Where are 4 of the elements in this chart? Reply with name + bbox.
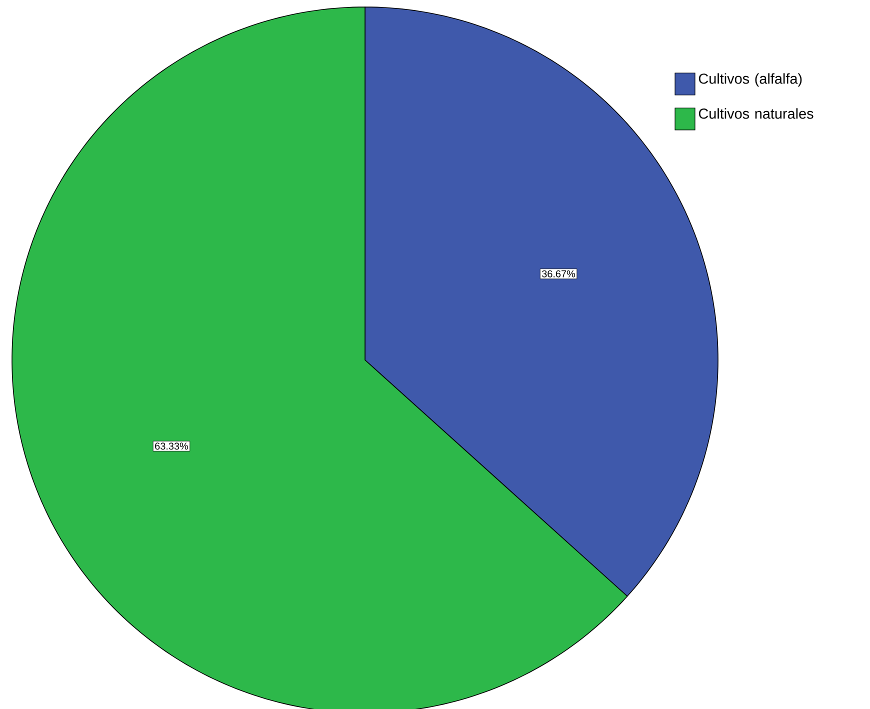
data-label: 36.67% xyxy=(542,270,576,278)
legend-label: Cultivos (alfalfa) xyxy=(698,73,802,87)
data-label: 63.33% xyxy=(155,442,188,450)
legend-label: Cultivos naturales xyxy=(698,108,814,119)
